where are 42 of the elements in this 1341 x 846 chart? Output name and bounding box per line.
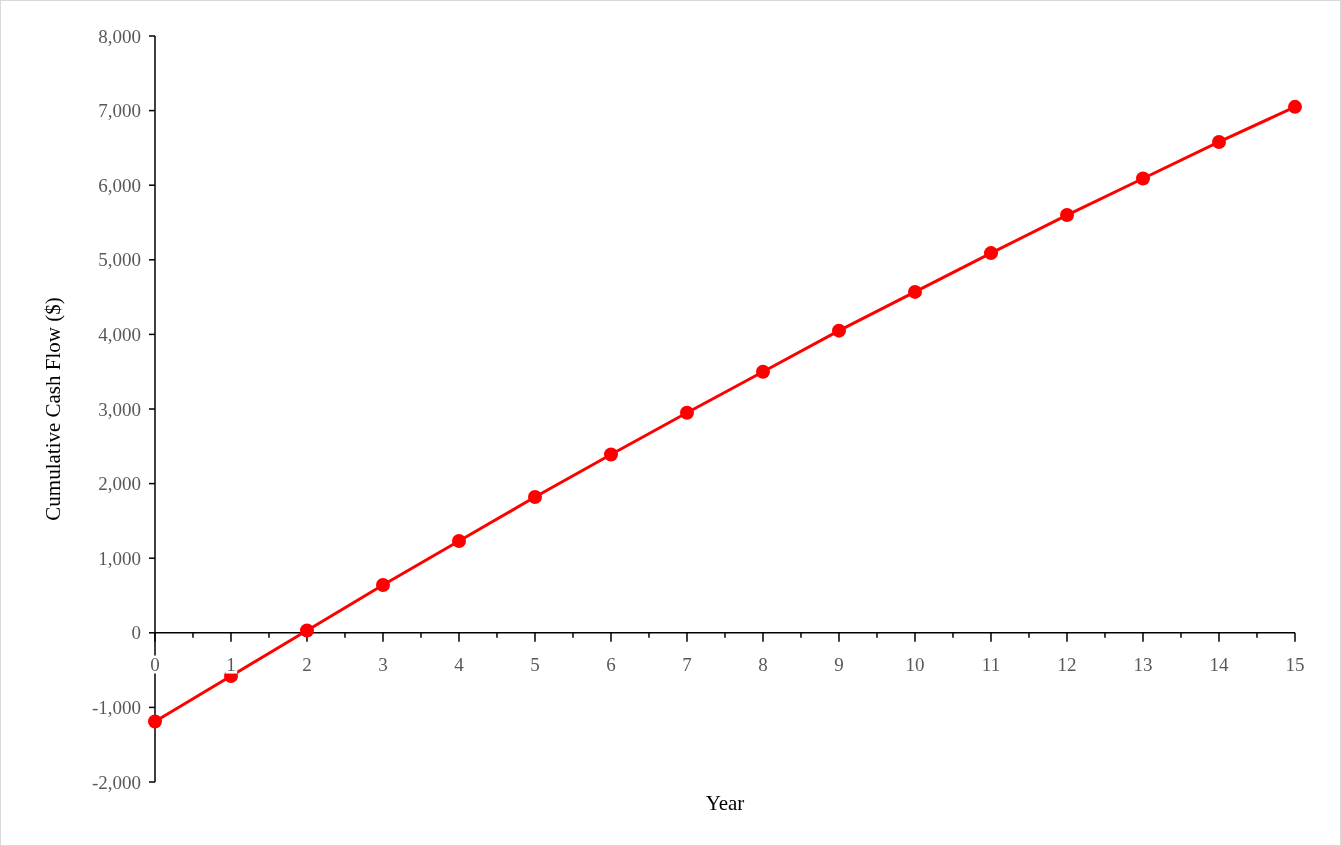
y-tick-label: 4,000	[98, 324, 141, 346]
point	[300, 623, 314, 638]
point	[680, 405, 694, 420]
point	[528, 490, 542, 505]
x-tick-label: 4	[454, 653, 465, 675]
x-tick-label: 3	[378, 653, 388, 675]
x-tick-label: 15	[1285, 653, 1305, 675]
point	[604, 447, 618, 462]
point	[908, 284, 922, 299]
x-tick-label: 6	[606, 653, 616, 675]
x-tick-label: 14	[1209, 653, 1229, 675]
y-tick-label: 8,000	[98, 25, 141, 47]
point	[984, 246, 998, 261]
y-tick-label: 0	[131, 622, 141, 644]
point	[1212, 134, 1226, 149]
x-tick-label: 10	[905, 653, 925, 675]
point	[1060, 208, 1074, 223]
y-tick-label: 7,000	[98, 100, 141, 122]
x-tick-label: 5	[530, 653, 540, 675]
x-tick-label: 8	[758, 653, 768, 675]
point	[832, 323, 846, 338]
x-tick-label: 9	[834, 653, 844, 675]
x-tick-label: 11	[981, 653, 1001, 675]
y-tick-label: 6,000	[98, 174, 141, 196]
x-tick-label: 13	[1133, 653, 1153, 675]
y-tick-label: 2,000	[98, 473, 141, 495]
y-tick-label: 3,000	[98, 398, 141, 420]
point	[756, 364, 770, 379]
point	[376, 578, 390, 593]
y-tick-label: -2,000	[91, 771, 141, 793]
point	[148, 714, 162, 729]
y-tick-label: -1,000	[91, 697, 141, 719]
y-axis-title: Cumulative Cash Flow ($)	[41, 297, 65, 521]
point	[1136, 171, 1150, 186]
y-tick-label: 5,000	[98, 249, 141, 271]
x-tick-label: 7	[682, 653, 692, 675]
x-tick-label: 2	[302, 653, 312, 675]
x-axis-title: Year	[705, 791, 745, 815]
point	[452, 534, 466, 549]
y-tick-label: 1,000	[98, 547, 141, 569]
point	[1288, 99, 1302, 114]
x-tick-label: 12	[1057, 653, 1077, 675]
